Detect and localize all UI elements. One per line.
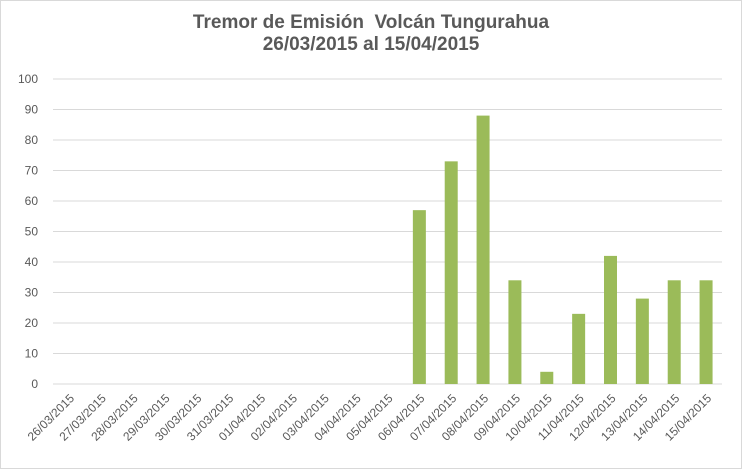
bars — [412, 115, 713, 384]
bar-07/04/2015 — [444, 161, 458, 384]
x-axis-ticks: 26/03/201527/03/201528/03/201529/03/2015… — [25, 391, 715, 444]
chart-title-line1: Tremor de Emisión Volcán Tungurahua — [192, 12, 550, 33]
gridlines — [53, 78, 722, 385]
y-tick-label: 30 — [25, 286, 39, 300]
chart-subtitle: 26/03/2015 al 15/04/2015 — [262, 34, 480, 55]
bar-06/04/2015 — [412, 210, 426, 384]
bar-10/04/2015 — [540, 371, 554, 384]
bar-11/04/2015 — [572, 313, 586, 384]
y-tick-label: 100 — [18, 72, 38, 86]
chart-title: Tremor de Emisión Volcán Tungurahua 26/0… — [0, 12, 742, 56]
y-tick-label: 10 — [25, 347, 39, 361]
bar-08/04/2015 — [476, 115, 490, 384]
y-tick-label: 20 — [25, 316, 39, 330]
y-tick-label: 80 — [25, 133, 39, 147]
bar-09/04/2015 — [508, 280, 522, 384]
y-tick-label: 50 — [25, 225, 39, 239]
bar-15/04/2015 — [699, 280, 713, 384]
bar-12/04/2015 — [604, 255, 617, 384]
y-tick-label: 60 — [25, 194, 39, 208]
bar-14/04/2015 — [667, 280, 681, 384]
bar-13/04/2015 — [635, 298, 649, 384]
y-tick-label: 0 — [31, 377, 38, 391]
y-tick-label: 90 — [25, 103, 39, 117]
y-tick-label: 70 — [25, 164, 39, 178]
y-axis-ticks: 0 10 20 30 40 50 60 70 80 90 100 — [18, 72, 38, 391]
y-tick-label: 40 — [25, 255, 39, 269]
